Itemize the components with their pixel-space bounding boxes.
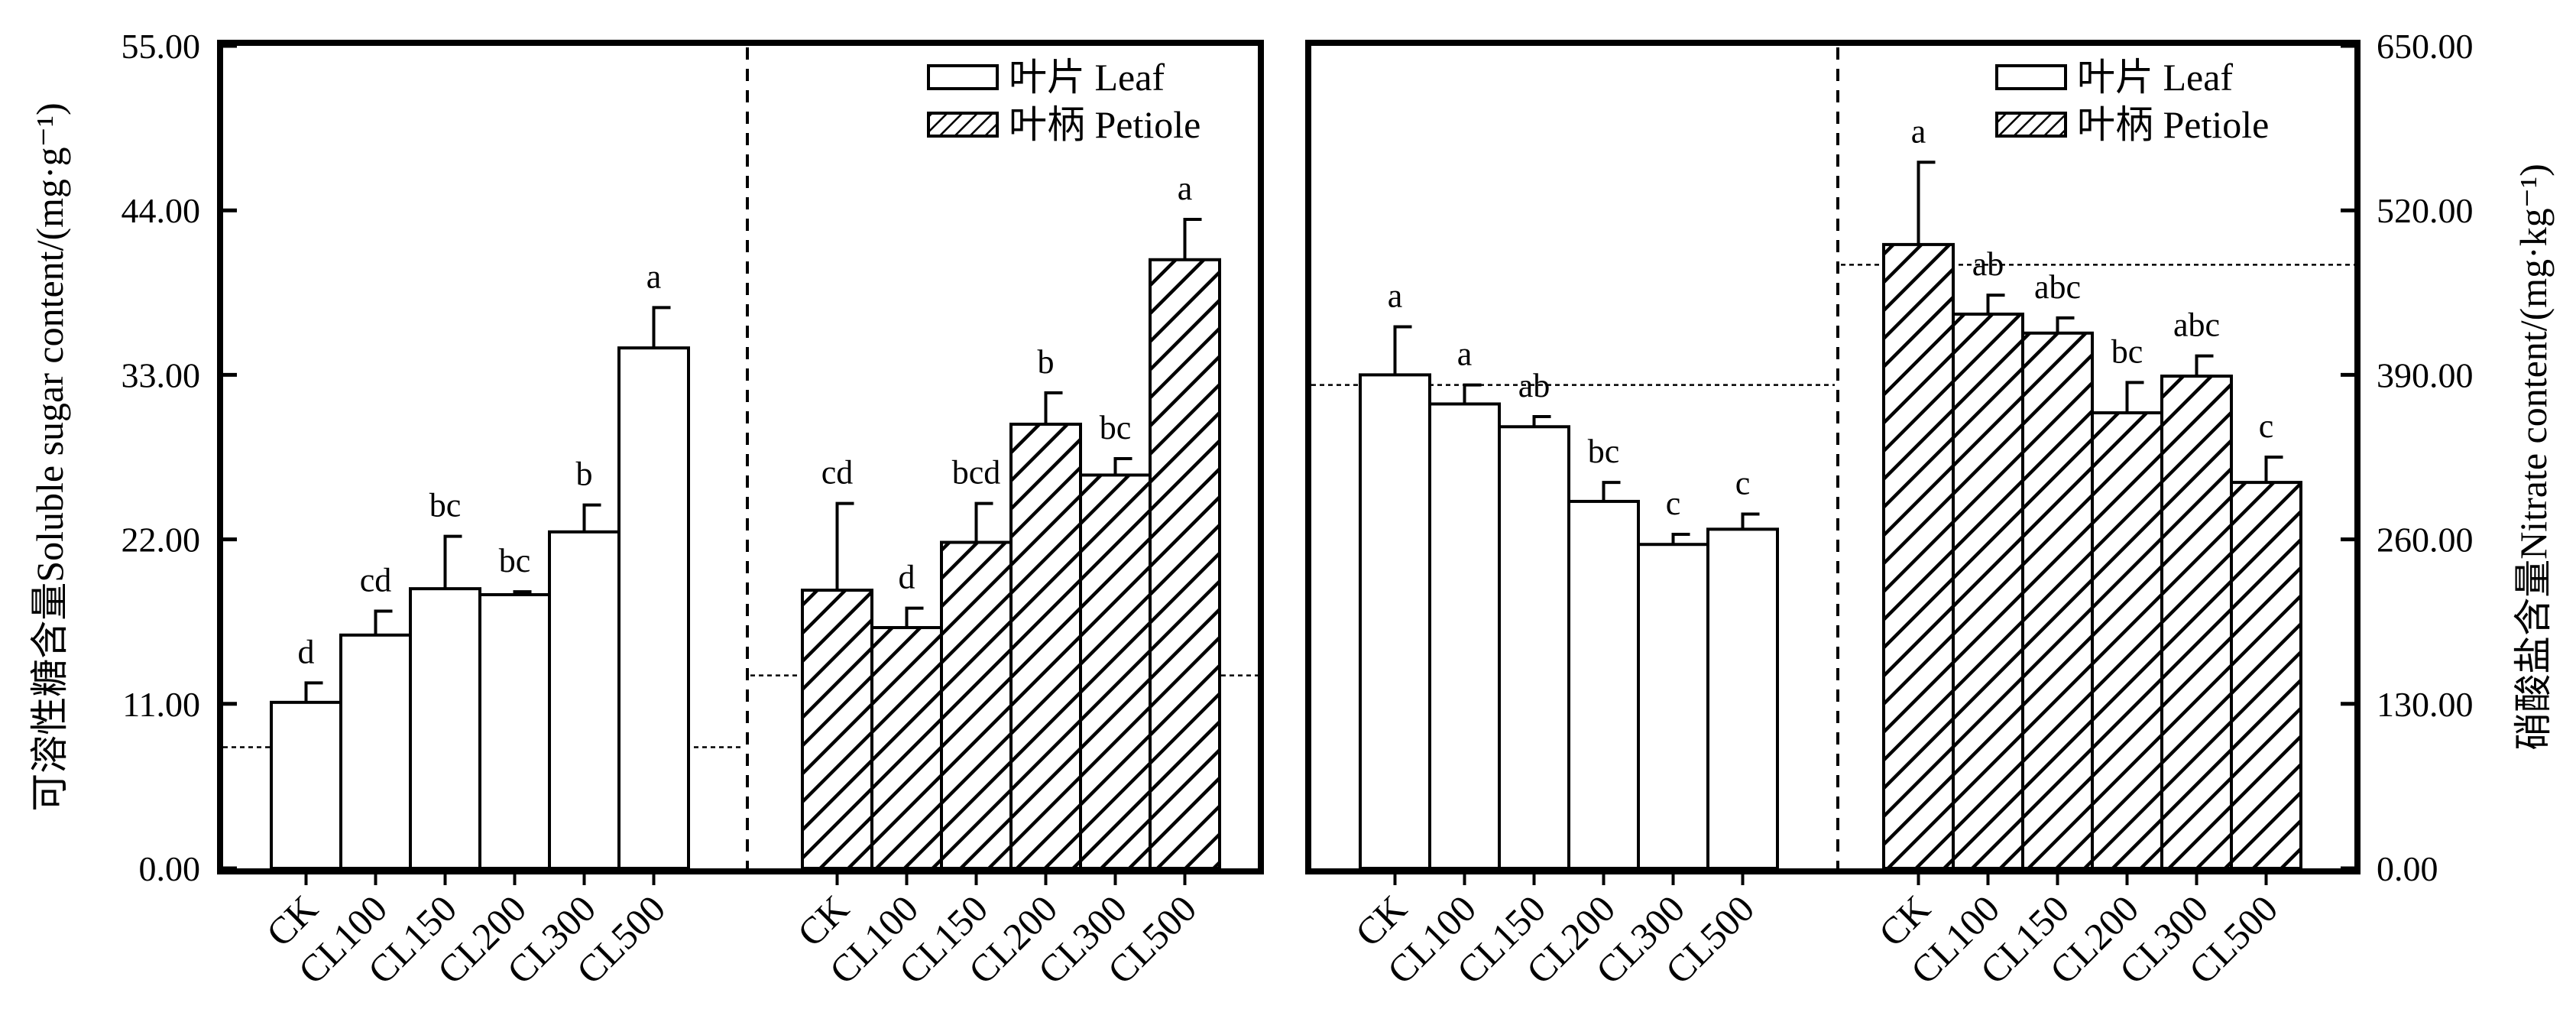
bar-cl100 bbox=[339, 633, 412, 870]
significance-letter: d bbox=[298, 633, 315, 670]
significance-letter: bc bbox=[1588, 433, 1620, 470]
bar-cl100 bbox=[1428, 402, 1501, 870]
y-axis: 0.00 130.00 260.00 390.00 520.00 650.00 bbox=[2341, 27, 2474, 888]
legend-petiole-label: 叶柄 Petiole bbox=[1009, 103, 1201, 146]
y-axis: 0.00 11.00 22.00 33.00 44.00 55.00 bbox=[122, 27, 237, 888]
significance-letter: b bbox=[576, 456, 593, 493]
plot-frame bbox=[217, 40, 1264, 874]
significance-letter: cd bbox=[360, 562, 392, 599]
significance-letter: ab bbox=[1518, 367, 1550, 404]
y-tick-label: 22.00 bbox=[122, 521, 201, 560]
bar-cl150 bbox=[1498, 425, 1570, 870]
significance-letter: c bbox=[1666, 485, 1681, 522]
significance-letter: a bbox=[1178, 170, 1193, 207]
y-tick-label: 650.00 bbox=[2377, 27, 2474, 66]
y-tick-label: 390.00 bbox=[2377, 355, 2474, 394]
legend: 叶片 Leaf 叶柄 Petiole bbox=[1995, 56, 2269, 146]
bar-cl300 bbox=[548, 530, 621, 870]
bar-cl200 bbox=[1009, 422, 1082, 870]
legend-leaf-label: 叶片 Leaf bbox=[2077, 56, 2233, 99]
significance-letter: abc bbox=[2034, 268, 2081, 306]
legend-petiole-label: 叶柄 Petiole bbox=[2077, 103, 2269, 146]
bar-ck bbox=[1882, 242, 1955, 870]
bar-cl500 bbox=[1149, 258, 1221, 870]
significance-letter: b bbox=[1038, 343, 1055, 381]
legend: 叶片 Leaf 叶柄 Petiole bbox=[927, 56, 1201, 146]
legend-leaf-swatch bbox=[1995, 64, 2067, 90]
y-tick-label: 260.00 bbox=[2377, 521, 2474, 560]
bar-cl150 bbox=[2021, 331, 2094, 871]
bar-cl200 bbox=[2091, 411, 2163, 870]
significance-letter: bcd bbox=[952, 454, 1001, 492]
legend-petiole-swatch bbox=[1995, 112, 2067, 138]
bar-ck bbox=[801, 589, 873, 871]
bar-cl150 bbox=[940, 540, 1013, 871]
significance-letter: a bbox=[1388, 277, 1403, 314]
y-tick-label: 11.00 bbox=[122, 685, 200, 724]
significance-letter: abc bbox=[2173, 307, 2220, 344]
y-tick-label: 44.00 bbox=[122, 191, 201, 230]
significance-letter: c bbox=[2259, 407, 2274, 445]
significance-letter: bc bbox=[429, 487, 462, 524]
legend-leaf-swatch bbox=[927, 64, 999, 90]
bar-cl100 bbox=[870, 626, 943, 870]
significance-letter: a bbox=[646, 258, 662, 295]
legend-petiole-swatch bbox=[927, 112, 999, 138]
significance-letter: a bbox=[1457, 336, 1473, 373]
significance-letter: a bbox=[1911, 112, 1926, 150]
bar-cl150 bbox=[409, 587, 481, 870]
bar-cl500 bbox=[2230, 481, 2302, 870]
bar-cl500 bbox=[617, 346, 690, 871]
legend-leaf-label: 叶片 Leaf bbox=[1009, 56, 1165, 99]
y-tick-label: 0.00 bbox=[139, 849, 201, 888]
y-tick-label: 55.00 bbox=[122, 27, 201, 66]
significance-letter: bc bbox=[499, 542, 531, 579]
bar-cl500 bbox=[1706, 527, 1779, 870]
y-tick-label: 33.00 bbox=[122, 355, 201, 394]
plot-frame bbox=[1305, 40, 2361, 874]
significance-letter: ab bbox=[1972, 245, 2004, 283]
bar-cl200 bbox=[1567, 499, 1640, 870]
y-axis-title: 可溶性糖含量Soluble sugar content/(mg·g⁻¹) bbox=[28, 102, 71, 811]
y-tick-label: 130.00 bbox=[2377, 685, 2474, 724]
bar-cl300 bbox=[1079, 473, 1152, 870]
y-tick-label: 0.00 bbox=[2377, 849, 2438, 888]
nitrate-panel: 0.00 130.00 260.00 390.00 520.00 650.00 a a ab b… bbox=[1305, 27, 2555, 992]
y-axis-title: 硝酸盐含量Nitrate content/(mg·kg⁻¹) bbox=[2512, 164, 2555, 751]
bar-ck bbox=[270, 700, 342, 870]
significance-letter: c bbox=[1735, 464, 1751, 501]
bar-cl300 bbox=[1637, 543, 1709, 871]
significance-letter: cd bbox=[821, 454, 854, 492]
significance-letter: bc bbox=[2111, 333, 2143, 370]
significance-letter: bc bbox=[1100, 409, 1132, 446]
bar-cl300 bbox=[2160, 375, 2233, 871]
bar-cl100 bbox=[1952, 312, 2024, 870]
significance-letter: d bbox=[899, 559, 915, 596]
y-tick-label: 520.00 bbox=[2377, 191, 2474, 230]
bar-cl200 bbox=[478, 592, 551, 871]
bar-ck bbox=[1359, 373, 1431, 870]
